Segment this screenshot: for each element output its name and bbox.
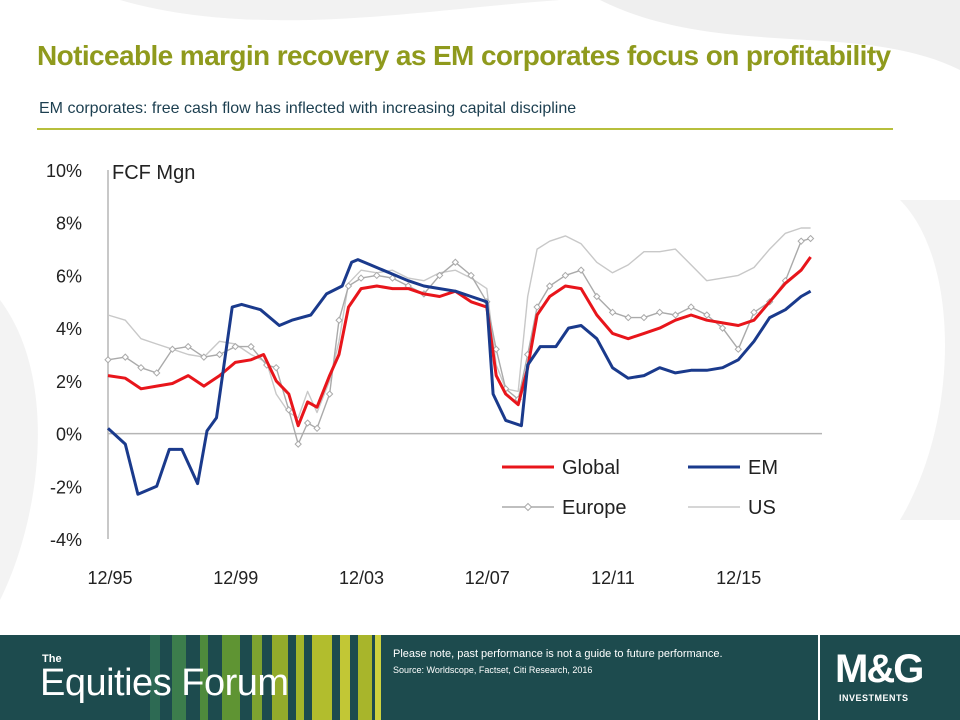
europe-marker: [533, 303, 541, 311]
background-swirl: [0, 0, 960, 600]
europe-marker: [303, 419, 312, 427]
europe-marker: [313, 424, 321, 433]
europe-marker: [373, 271, 381, 280]
legend-label-global: Global: [562, 457, 620, 479]
europe-marker: [451, 258, 460, 266]
y-axis-ticks: -4% -2% 0% 2% 4% 6% 8% 10%: [46, 161, 82, 550]
logo-mark: M&G: [835, 647, 924, 691]
legend-label-us: US: [748, 497, 776, 519]
source-note: Source: Worldscope, Factset, Citi Resear…: [393, 665, 593, 675]
brand-the: The: [42, 653, 62, 665]
y-tick-label: 4%: [56, 319, 82, 339]
europe-marker: [388, 274, 397, 282]
fcf-margin-chart: FCF Mgn -4%-2%0%2%4%6%8%10% 12/95 12/99 12…: [46, 161, 822, 588]
legend: Global EM Europe US: [502, 457, 778, 519]
europe-marker: [655, 308, 664, 317]
europe-marker: [624, 313, 632, 322]
x-tick-label: 12/03: [339, 568, 384, 588]
chart-panel: FCF Mgn -4% -2% 0% 2% 4% 6% 8% 10% 12/95 12/99 12…: [40, 136, 892, 616]
europe-marker: [215, 350, 224, 359]
europe-marker: [435, 271, 444, 280]
legend-marker-europe: [523, 502, 533, 512]
slide-subtitle: EM corporates: free cash flow has inflec…: [39, 100, 577, 117]
europe-marker: [168, 345, 177, 353]
y-tick-label: 0%: [56, 425, 82, 445]
series-line-europe: [107, 237, 811, 445]
x-tick-label: 12/99: [213, 568, 258, 588]
y-tick-label: 2%: [56, 372, 82, 392]
europe-marker: [718, 324, 727, 332]
y-tick-label: 6%: [56, 266, 82, 286]
europe-marker: [184, 342, 192, 351]
footer-bar: The Equities Forum Please note, past per…: [0, 635, 960, 720]
europe-marker: [467, 271, 475, 280]
europe-marker: [231, 342, 240, 351]
europe-marker: [703, 311, 711, 319]
europe-marker: [608, 308, 617, 317]
europe-marker: [272, 363, 280, 372]
europe-marker: [357, 274, 365, 282]
x-tick-label: 12/11: [591, 568, 635, 588]
europe-marker: [335, 316, 343, 324]
series-line-em: [106, 258, 812, 496]
europe-marker: [200, 353, 208, 361]
brand-equities-forum: Equities Forum: [40, 662, 289, 704]
x-axis-ticks: 12/95 12/99 12/03 12/07 12/11 12/15: [87, 568, 761, 588]
europe-marker: [285, 406, 293, 414]
logo-subtitle: INVESTMENTS: [839, 693, 909, 703]
europe-marker: [640, 313, 648, 322]
europe-marker: [593, 292, 601, 301]
series-layer: [104, 227, 815, 496]
footer-divider: [818, 635, 820, 720]
europe-marker: [492, 345, 500, 353]
europe-marker: [121, 353, 129, 361]
footer-stripes: [0, 635, 385, 720]
series-line-global: [107, 256, 812, 428]
europe-marker: [750, 308, 758, 317]
europe-marker: [797, 237, 805, 245]
europe-marker: [153, 369, 161, 377]
slide-title: Noticeable margin recovery as EM corpora…: [37, 40, 891, 71]
europe-marker: [294, 440, 302, 448]
europe-marker: [687, 303, 695, 311]
performance-disclaimer: Please note, past performance is not a g…: [393, 648, 723, 660]
europe-marker: [561, 271, 570, 280]
y-tick-label: 8%: [56, 214, 82, 234]
series-line-us: [107, 227, 811, 419]
y-tick-label: -2%: [50, 477, 82, 497]
x-tick-label: 12/15: [716, 568, 761, 588]
mg-investments-logo: M&G INVESTMENTS: [835, 647, 950, 712]
europe-marker: [104, 356, 112, 364]
europe-marker: [806, 234, 815, 243]
title-divider: [37, 128, 893, 130]
legend-label-em: EM: [748, 457, 778, 479]
europe-marker: [577, 266, 585, 274]
europe-marker: [545, 282, 554, 290]
x-tick-label: 12/95: [87, 568, 132, 588]
y-tick-label: -4%: [50, 530, 82, 550]
europe-marker: [734, 345, 742, 353]
y-tick-label: 10%: [46, 161, 82, 181]
legend-label-europe: Europe: [562, 497, 627, 519]
europe-marker: [344, 282, 353, 290]
x-tick-label: 12/07: [465, 568, 510, 588]
europe-marker: [325, 390, 334, 398]
europe-marker: [247, 342, 255, 351]
chart-title: FCF Mgn: [112, 162, 195, 184]
europe-marker: [137, 363, 145, 372]
europe-marker: [671, 311, 680, 319]
